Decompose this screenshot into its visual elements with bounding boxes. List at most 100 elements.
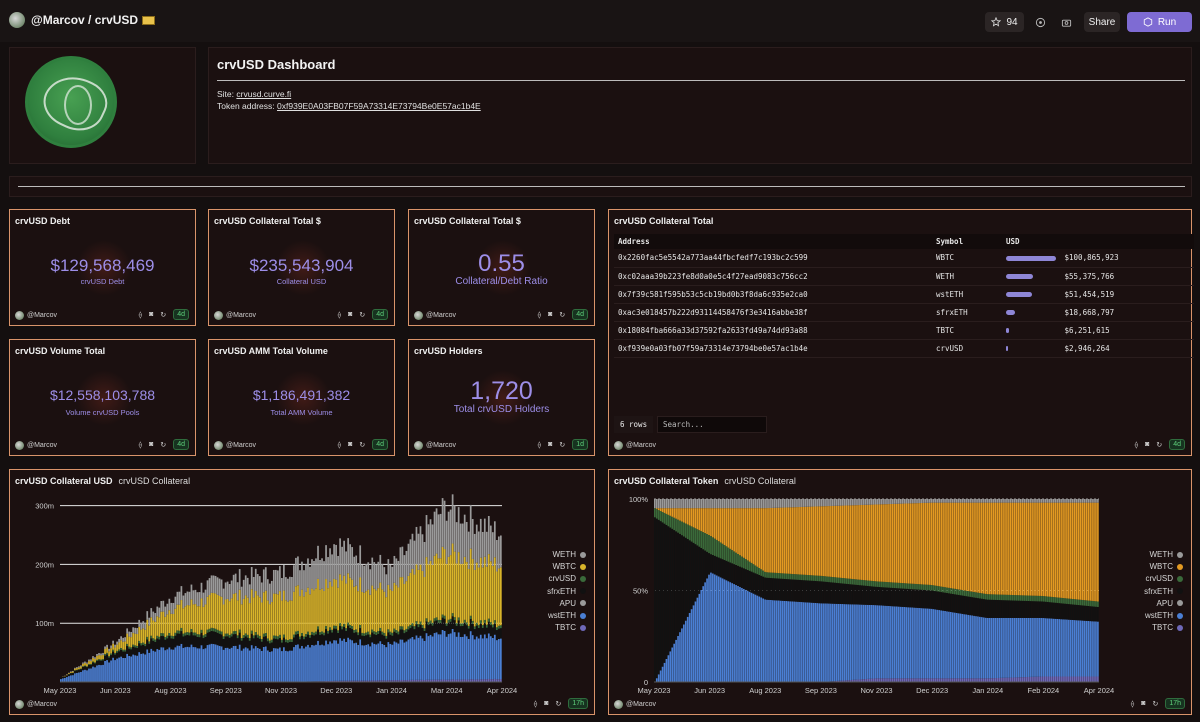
embed-icon[interactable]: ⟠: [138, 441, 143, 449]
camera-icon[interactable]: ◙: [149, 311, 154, 318]
area-bar-tbtc: [421, 679, 424, 682]
area-bar-wbtc: [120, 640, 122, 649]
table-row[interactable]: 0xc02aaa39b223fe8d0a0e5c4f27ead9083c756c…: [614, 267, 1194, 286]
legend-item-crvusd[interactable]: crvUSD: [547, 573, 586, 585]
card-author[interactable]: @Marcov: [214, 311, 256, 320]
area-bar-wsteth: [870, 604, 873, 679]
table-row[interactable]: 0x18084fba666a33d37592fa2633fd49a74dd93a…: [614, 321, 1194, 340]
embed-icon[interactable]: ⟠: [337, 441, 342, 449]
camera-icon[interactable]: ◙: [1141, 700, 1146, 707]
area-bar-wsteth: [244, 647, 247, 682]
area-bar-crvusd: [483, 619, 486, 623]
legend-item-sfrxeth[interactable]: sfrxETH: [547, 586, 586, 598]
area-bar-sfrxeth: [884, 587, 886, 606]
card-title: crvUSD Volume Total: [15, 346, 106, 356]
area-bar-weth: [1010, 499, 1012, 503]
area-bar-weth: [710, 499, 712, 509]
embed-icon[interactable]: ⟠: [537, 441, 542, 449]
camera-icon[interactable]: ◙: [544, 700, 549, 707]
chart-author[interactable]: @Marcov: [15, 700, 57, 709]
area-bar-wbtc: [186, 605, 189, 633]
legend-item-tbtc[interactable]: TBTC: [1144, 622, 1183, 634]
embed-icon[interactable]: ⟠: [1130, 700, 1135, 708]
camera-icon[interactable]: ◙: [1145, 441, 1150, 448]
area-bar-weth: [148, 617, 151, 626]
card-author[interactable]: @Marcov: [214, 441, 256, 450]
column-header-usd[interactable]: USD: [1002, 234, 1194, 249]
run-button[interactable]: Run: [1127, 12, 1192, 32]
refresh-icon[interactable]: ↻: [1156, 441, 1163, 449]
card-author[interactable]: @Marcov: [15, 311, 57, 320]
area-bar-crvusd: [773, 572, 776, 579]
area-bar-crvusd: [874, 581, 877, 587]
search-input[interactable]: Search...: [657, 416, 767, 433]
area-bar-sfrxeth: [868, 586, 871, 605]
card-author[interactable]: @Marcov: [414, 441, 456, 450]
camera-icon[interactable]: ◙: [548, 311, 553, 318]
area-bar-crvusd: [1091, 600, 1093, 607]
table-row[interactable]: 0xac3e018457b222d93114458476f3e3416abbe3…: [614, 303, 1194, 322]
legend-item-apu[interactable]: APU: [547, 598, 586, 610]
area-bar-wbtc: [688, 508, 691, 526]
area-bar-tbtc: [866, 678, 869, 682]
embed-icon[interactable]: ⟠: [1134, 441, 1139, 449]
refresh-icon[interactable]: ↻: [559, 441, 566, 449]
area-bar-weth: [872, 499, 875, 505]
token-address-link[interactable]: 0xf939E0A03FB07F59A73314E73794Be0E57ac1b…: [277, 101, 481, 111]
area-bar-weth: [357, 562, 360, 592]
refresh-icon[interactable]: ↻: [160, 441, 167, 449]
table-row[interactable]: 0x2260fac5e5542a773aa44fbcfedf7c193bc2c5…: [614, 249, 1194, 268]
legend-item-weth[interactable]: WETH: [1144, 549, 1183, 561]
embed-icon[interactable]: ⟠: [537, 311, 542, 319]
legend-item-weth[interactable]: WETH: [547, 549, 586, 561]
area-bar-sfrxeth: [471, 623, 474, 636]
refresh-icon[interactable]: ↻: [559, 311, 566, 319]
legend-item-wsteth[interactable]: wstETH: [547, 610, 586, 622]
refresh-icon[interactable]: ↻: [359, 441, 366, 449]
area-bar-sfrxeth: [841, 583, 844, 605]
area-bar-sfrxeth: [773, 578, 776, 601]
legend-item-apu[interactable]: APU: [1144, 598, 1183, 610]
chart-author[interactable]: @Marcov: [614, 700, 656, 709]
refresh-icon[interactable]: ↻: [1152, 700, 1159, 708]
area-bar-wbtc: [164, 616, 167, 638]
camera-icon[interactable]: ◙: [548, 441, 553, 448]
legend-item-crvusd[interactable]: crvUSD: [1144, 573, 1183, 585]
legend-item-wsteth[interactable]: wstETH: [1144, 610, 1183, 622]
refresh-icon[interactable]: ↻: [160, 311, 167, 319]
area-bar-weth: [851, 499, 853, 506]
camera-icon[interactable]: ◙: [149, 441, 154, 448]
site-link[interactable]: crvusd.curve.fi: [236, 89, 292, 99]
column-header-symbol[interactable]: Symbol: [932, 234, 1002, 249]
camera-icon[interactable]: ◙: [348, 441, 353, 448]
page-title[interactable]: @Marcov / crvUSD: [31, 13, 156, 27]
card-author[interactable]: @Marcov: [414, 311, 456, 320]
share-button[interactable]: Share: [1084, 12, 1120, 32]
embed-icon[interactable]: ⟠: [337, 311, 342, 319]
star-button[interactable]: 94: [985, 12, 1024, 32]
area-bar-sfrxeth: [397, 634, 400, 644]
camera-icon[interactable]: ◙: [348, 311, 353, 318]
card-author[interactable]: @Marcov: [15, 441, 57, 450]
embed-icon[interactable]: ⟠: [138, 311, 143, 319]
area-bar-weth: [70, 671, 72, 672]
embed-icon[interactable]: ⟠: [533, 700, 538, 708]
legend-item-tbtc[interactable]: TBTC: [547, 622, 586, 634]
github-button[interactable]: [1030, 12, 1050, 32]
refresh-icon[interactable]: ↻: [359, 311, 366, 319]
area-bar-wbtc: [814, 506, 817, 576]
table-row[interactable]: 0x7f39c581f595b53c5cb19bd0b3f8da6c935e2c…: [614, 285, 1194, 304]
avatar[interactable]: [9, 12, 25, 28]
refresh-icon[interactable]: ↻: [555, 700, 562, 708]
screenshot-button[interactable]: [1056, 12, 1076, 32]
table-row[interactable]: 0xf939e0a03fb07f59a73314e73794be0e57ac1b…: [614, 339, 1194, 358]
area-bar-wsteth: [772, 600, 774, 682]
table-author[interactable]: @Marcov: [614, 441, 656, 450]
legend-item-wbtc[interactable]: WBTC: [1144, 561, 1183, 573]
area-bar-wbtc: [301, 589, 303, 633]
area-bar-sfrxeth: [232, 634, 235, 646]
column-header-address[interactable]: Address: [614, 234, 932, 249]
legend-item-wbtc[interactable]: WBTC: [547, 561, 586, 573]
area-bar-weth: [136, 628, 139, 635]
legend-item-sfrxeth[interactable]: sfrxETH: [1144, 586, 1183, 598]
